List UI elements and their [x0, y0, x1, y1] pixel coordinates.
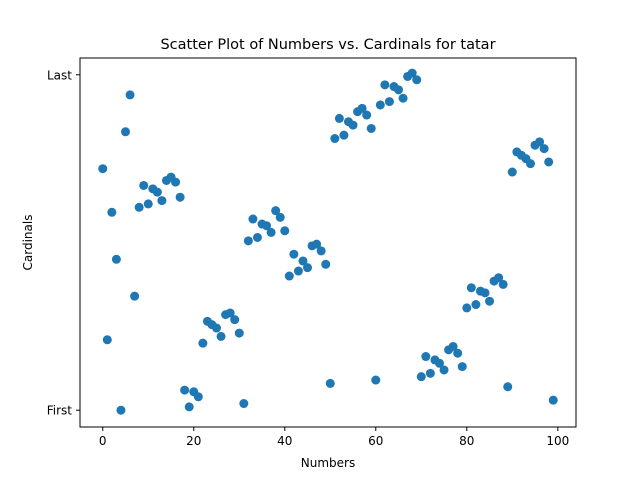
- data-point: [366, 123, 376, 133]
- data-point: [230, 315, 240, 325]
- data-point: [453, 348, 463, 358]
- data-point: [325, 378, 335, 388]
- data-point: [125, 90, 135, 100]
- data-point: [439, 365, 449, 375]
- data-point: [252, 232, 262, 242]
- data-point: [134, 202, 144, 212]
- data-point: [107, 207, 117, 217]
- data-point: [485, 296, 495, 306]
- plot-frame: [79, 57, 577, 428]
- data-point: [457, 362, 467, 372]
- x-tick-label: 40: [277, 434, 292, 448]
- x-axis-label: Numbers: [301, 456, 355, 470]
- data-point: [380, 80, 390, 90]
- data-point: [157, 196, 167, 206]
- data-point: [303, 263, 313, 273]
- data-point: [544, 157, 554, 167]
- data-point: [498, 279, 508, 289]
- data-point: [503, 382, 513, 392]
- data-point: [416, 372, 426, 382]
- data-point: [175, 192, 185, 202]
- data-point: [471, 300, 481, 310]
- data-points: [98, 68, 558, 415]
- data-point: [121, 127, 131, 137]
- data-point: [321, 259, 331, 269]
- data-point: [466, 283, 476, 293]
- data-point: [494, 273, 504, 283]
- data-point: [116, 405, 126, 415]
- data-point: [143, 199, 153, 209]
- data-point: [448, 341, 458, 351]
- y-tick-label: Last: [47, 68, 72, 82]
- data-point: [102, 335, 112, 345]
- data-point: [407, 68, 417, 78]
- y-axis-ticks: First Last: [47, 68, 80, 418]
- x-tick-label: 60: [368, 434, 383, 448]
- data-point: [293, 266, 303, 276]
- data-point: [152, 187, 162, 197]
- chart-title: Scatter Plot of Numbers vs. Cardinals fo…: [160, 37, 495, 53]
- data-point: [139, 180, 149, 190]
- data-point: [525, 159, 535, 169]
- data-point: [180, 385, 190, 395]
- data-point: [339, 130, 349, 140]
- data-point: [535, 137, 545, 147]
- data-point: [425, 368, 435, 378]
- data-point: [398, 93, 408, 103]
- data-point: [280, 226, 290, 236]
- data-point: [239, 399, 249, 409]
- data-point: [289, 249, 299, 259]
- data-point: [216, 331, 226, 341]
- data-point: [248, 214, 258, 224]
- x-tick-label: 20: [186, 434, 201, 448]
- y-axis-label: Cardinals: [21, 215, 35, 271]
- data-point: [275, 212, 285, 222]
- data-point: [111, 254, 121, 264]
- data-point: [271, 206, 281, 216]
- y-tick-label: First: [47, 404, 73, 418]
- data-point: [193, 392, 203, 402]
- data-point: [225, 308, 235, 318]
- data-point: [234, 328, 244, 338]
- data-point: [539, 144, 549, 154]
- data-point: [394, 85, 404, 95]
- x-tick-label: 0: [99, 434, 107, 448]
- data-point: [334, 113, 344, 123]
- data-point: [548, 395, 558, 405]
- x-axis-ticks: 0 20 40 60 80 100: [99, 427, 569, 448]
- data-point: [434, 358, 444, 368]
- data-point: [480, 288, 490, 298]
- data-point: [375, 100, 385, 110]
- data-point: [507, 167, 517, 177]
- data-point: [357, 103, 367, 113]
- data-point: [284, 271, 294, 281]
- data-point: [171, 177, 181, 187]
- data-point: [316, 246, 326, 256]
- data-point: [371, 375, 381, 385]
- data-point: [384, 97, 394, 107]
- data-point: [198, 338, 208, 348]
- x-tick-label: 80: [459, 434, 474, 448]
- data-point: [462, 303, 472, 313]
- data-point: [212, 323, 222, 333]
- data-point: [330, 134, 340, 144]
- data-point: [243, 236, 253, 246]
- data-point: [266, 227, 276, 237]
- data-point: [298, 256, 308, 266]
- data-point: [412, 75, 422, 85]
- data-point: [348, 120, 358, 130]
- data-point: [262, 221, 272, 231]
- data-point: [421, 352, 431, 362]
- data-point: [98, 164, 108, 174]
- data-point: [184, 402, 194, 412]
- data-point: [130, 291, 140, 301]
- data-point: [362, 110, 372, 120]
- x-tick-label: 100: [546, 434, 569, 448]
- data-point: [312, 239, 322, 249]
